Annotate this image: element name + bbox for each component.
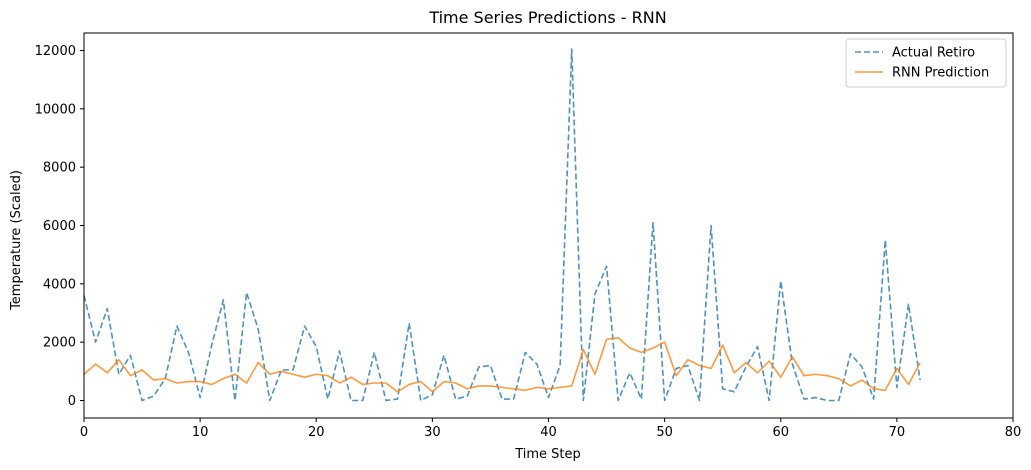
plot-frame xyxy=(83,32,1014,419)
x-tick-label: 30 xyxy=(424,425,441,440)
y-tick-label: 8000 xyxy=(43,161,76,176)
x-tick-label: 10 xyxy=(192,425,209,440)
chart-title: Time Series Predictions - RNN xyxy=(428,8,666,27)
y-axis-ticks: 0 2000 4000 6000 8000 10000 12000 xyxy=(35,44,84,409)
legend-label: Actual Retiro xyxy=(892,46,975,61)
series-layer xyxy=(83,48,921,402)
x-tick-label: 50 xyxy=(656,425,673,440)
x-tick-label: 0 xyxy=(80,425,88,440)
y-tick-label: 10000 xyxy=(35,102,76,117)
x-tick-label: 20 xyxy=(308,425,325,440)
series-line-prediction xyxy=(83,336,921,393)
y-tick-label: 12000 xyxy=(35,44,76,59)
y-tick-label: 6000 xyxy=(43,219,76,234)
x-tick-label: 60 xyxy=(772,425,789,440)
series-line-actual xyxy=(83,48,921,402)
legend-label: RNN Prediction xyxy=(892,66,989,81)
x-tick-label: 70 xyxy=(889,425,906,440)
x-axis-ticks: 0 10 20 30 40 50 60 70 80 xyxy=(80,418,1021,440)
x-tick-label: 40 xyxy=(540,425,557,440)
legend-box xyxy=(845,38,1007,88)
y-tick-label: 2000 xyxy=(43,336,76,351)
x-tick-label: 80 xyxy=(1005,425,1022,440)
y-tick-label: 4000 xyxy=(43,277,76,292)
y-tick-label: 0 xyxy=(68,394,76,409)
x-axis-label: Time Step xyxy=(514,447,581,462)
y-axis-label: Temperature (Scaled) xyxy=(9,170,24,311)
legend: Actual Retiro RNN Prediction xyxy=(845,38,1007,88)
